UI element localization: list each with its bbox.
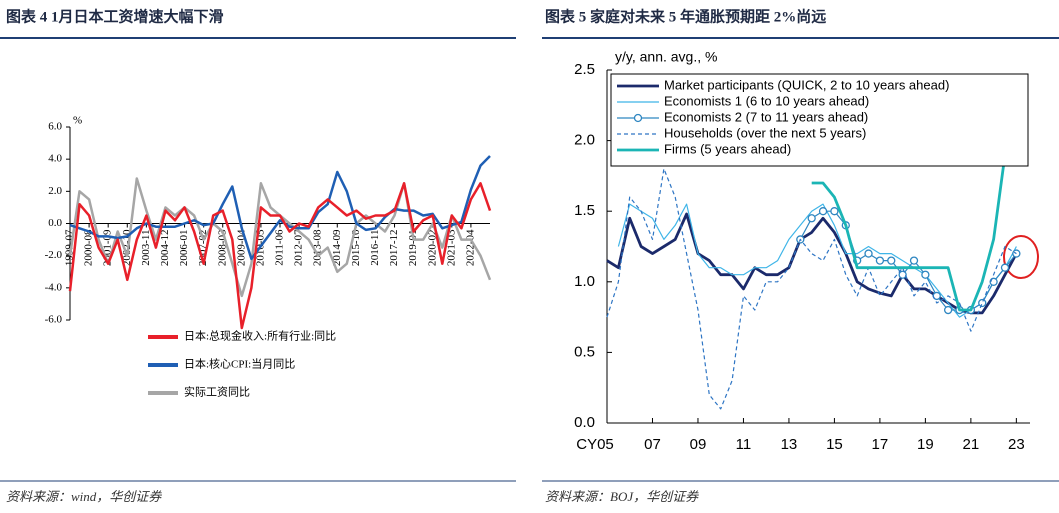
x-tick-label: 2009-04: [235, 229, 247, 266]
y-tick-label: -2.0: [45, 249, 63, 261]
series-line: [811, 139, 1018, 312]
series-line: [606, 168, 1017, 410]
series-line: [799, 210, 1017, 311]
legend-label: Households (over the next 5 years): [664, 125, 866, 140]
series-marker: [818, 207, 828, 216]
y-tick-label: -6.0: [45, 314, 63, 326]
series-marker: [830, 207, 839, 216]
x-tick-label: 2013-08: [312, 229, 324, 266]
x-tick-label: 2016-11: [369, 230, 381, 266]
y-axis-title: y/y, ann. avg., %: [615, 49, 717, 65]
x-tick-label: 2020-02: [426, 230, 438, 267]
x-tick-label: 2006-01: [178, 230, 190, 267]
y-tick-label: 2.0: [574, 132, 595, 149]
x-tick-label: 11: [736, 436, 752, 453]
y-unit: %: [73, 115, 82, 127]
series-marker: [898, 270, 907, 279]
series-marker: [1000, 263, 1010, 272]
series-line: [69, 155, 491, 261]
legend-marker: [633, 113, 643, 123]
x-tick-label: 23: [1008, 436, 1025, 453]
series-marker: [921, 270, 930, 279]
legend-box: [610, 73, 1029, 167]
x-tick-label: 17: [872, 436, 889, 453]
series-marker: [943, 305, 953, 315]
series-marker: [978, 298, 987, 308]
y-tick-label: 1.5: [574, 202, 595, 219]
y-tick-label: 6.0: [48, 121, 62, 133]
series-line: [617, 203, 1017, 318]
series-marker: [875, 256, 885, 265]
x-tick-label: CY05: [576, 436, 614, 453]
x-tick-label: 2004-12: [159, 230, 171, 267]
legend-label: Firms (5 years ahead): [664, 141, 791, 156]
x-tick-label: 2022-04: [464, 229, 476, 266]
chart-title: 图表 5 家庭对未来 5 年通胀预期距 2%尚远: [545, 7, 826, 25]
series-marker: [864, 249, 873, 258]
x-tick-label: 2014-09: [331, 229, 343, 266]
x-tick-label: 21: [963, 436, 980, 453]
chart-title: 图表 4 1月日本工资增速大幅下滑: [6, 7, 224, 25]
y-tick-label: 4.0: [48, 153, 62, 165]
legend-label: 日本:核心CPI:当月同比: [184, 357, 295, 371]
source-note: 资料来源：BOJ，华创证券: [545, 489, 699, 504]
legend-label: Economists 1 (6 to 10 years ahead): [664, 93, 869, 108]
x-tick-label: 19: [917, 436, 934, 453]
x-tick-label: 2012-07: [293, 229, 305, 266]
x-tick-label: 2017-12: [388, 230, 400, 267]
y-tick-label: 0.0: [48, 217, 62, 229]
x-tick-label: 2011-06: [274, 229, 286, 266]
x-tick-label: 07: [644, 436, 661, 453]
x-tick-label: 2003-11: [140, 230, 152, 266]
series-marker: [887, 256, 896, 265]
legend-label: Economists 2 (7 to 11 years ahead): [664, 109, 868, 124]
legend-label: 实际工资同比: [184, 385, 250, 399]
highlight-ellipse: [1003, 235, 1039, 279]
y-tick-label: 0.0: [574, 414, 595, 431]
y-tick-label: 1.0: [574, 273, 595, 290]
series-marker: [909, 256, 919, 265]
legend-label: Market participants (QUICK, 2 to 10 year…: [664, 77, 949, 92]
series-line: [68, 182, 492, 330]
x-tick-label: 13: [781, 436, 798, 453]
x-tick-label: 09: [690, 436, 707, 453]
x-tick-label: 15: [826, 436, 843, 453]
y-tick-label: 2.0: [48, 185, 62, 197]
source-note: 资料来源：wind，华创证券: [6, 489, 162, 504]
y-tick-label: -4.0: [45, 281, 63, 293]
legend-label: 日本:总现金收入:所有行业:同比: [184, 329, 336, 343]
series-marker: [807, 214, 816, 223]
y-tick-label: 0.5: [574, 343, 595, 360]
y-tick-label: 2.5: [574, 61, 595, 78]
x-tick-label: 2000-08: [83, 229, 95, 266]
